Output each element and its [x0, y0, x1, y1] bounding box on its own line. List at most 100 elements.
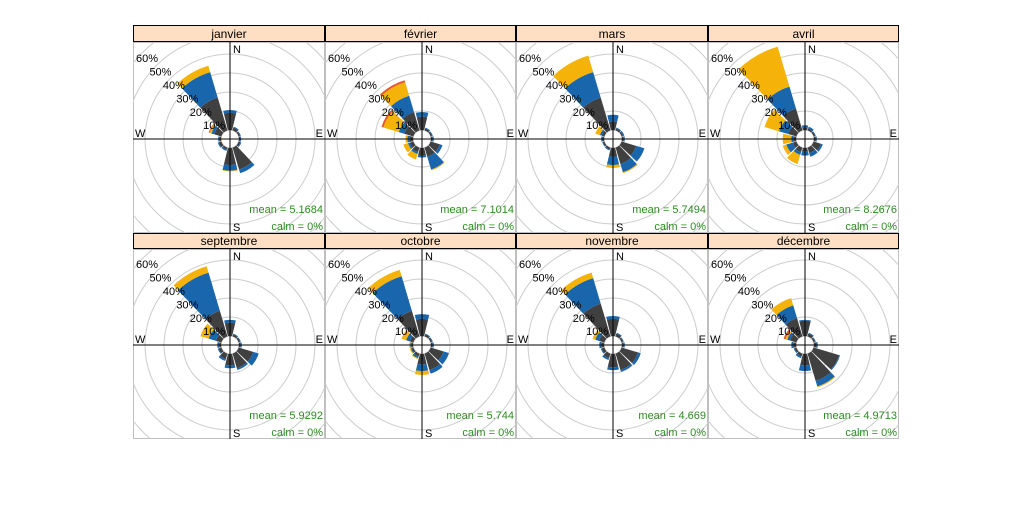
calm-label: calm = 0% — [271, 427, 323, 439]
petal-segment — [605, 145, 611, 150]
petal-segment — [237, 337, 241, 343]
petal-segment — [222, 169, 238, 172]
panel-frame — [133, 249, 325, 439]
compass-w: W — [710, 334, 721, 346]
petal-segment — [218, 347, 224, 354]
compass-e: E — [507, 128, 514, 140]
compass-e: E — [316, 128, 323, 140]
petal-segment — [789, 334, 799, 343]
radial-tick-label: 20% — [382, 107, 404, 119]
strip-label: novembre — [585, 234, 639, 248]
petal-segment — [383, 111, 405, 133]
petal-segment — [764, 109, 786, 132]
petal-segment — [817, 143, 823, 152]
radial-tick-label: 40% — [546, 286, 568, 298]
petal-segment — [236, 141, 241, 147]
petal-segment — [211, 125, 218, 135]
strip-label: septembre — [201, 234, 258, 248]
compass-n: N — [616, 251, 624, 263]
mean-label: mean = 7.1014 — [440, 204, 514, 216]
petal-segment — [812, 337, 816, 343]
compass-e: E — [507, 334, 514, 346]
radial-tick-label: 20% — [190, 107, 212, 119]
compass-w: W — [135, 334, 146, 346]
petal-segment — [602, 354, 610, 361]
petal-segment — [233, 126, 239, 131]
radial-tick-label: 30% — [176, 93, 198, 105]
petal-segment — [601, 347, 607, 354]
petal-segment — [615, 145, 631, 165]
petal-segment — [247, 351, 259, 366]
radial-tick-label: 30% — [559, 299, 581, 311]
petal-segment — [217, 142, 222, 148]
calm-label: calm = 0% — [654, 427, 706, 439]
petal-segment — [409, 336, 416, 343]
petal-segment — [776, 305, 798, 325]
petal-segment — [615, 128, 621, 133]
petal-segment — [796, 351, 803, 357]
petal-segment — [779, 120, 793, 135]
radial-tick-label: 40% — [163, 80, 185, 92]
radial-tick-label: 10% — [395, 326, 417, 338]
petal-segment — [425, 333, 431, 338]
strip-label: février — [404, 27, 437, 41]
radial-tick-label: 40% — [546, 80, 568, 92]
petal-segment — [615, 333, 622, 339]
petal-segment — [602, 141, 607, 147]
petal-segment — [428, 337, 433, 343]
petal-segment — [411, 148, 419, 155]
petal-segment — [620, 363, 633, 372]
petal-segment — [239, 162, 255, 174]
compass-s: S — [616, 428, 623, 440]
mean-label: mean = 5.7494 — [632, 204, 706, 216]
compass-w: W — [710, 128, 721, 140]
mean-label: mean = 5.744 — [446, 410, 514, 422]
petal-segment — [783, 108, 803, 133]
petal-segment — [208, 123, 215, 133]
petal-segment — [620, 157, 637, 173]
petal-segment — [236, 347, 254, 362]
petal-segment — [431, 162, 445, 171]
petal-segment — [600, 348, 605, 354]
radial-tick-label: 10% — [778, 120, 800, 132]
petal-segment — [808, 126, 814, 132]
petal-segment — [232, 334, 238, 339]
radial-tick-label: 60% — [136, 259, 158, 271]
petal-segment — [553, 55, 594, 89]
petal-segment — [214, 127, 224, 137]
petal-segment — [379, 80, 406, 96]
radial-tick-label: 40% — [355, 80, 377, 92]
calm-label: calm = 0% — [845, 221, 897, 233]
compass-w: W — [518, 334, 529, 346]
petal-segment — [424, 145, 435, 157]
compass-s: S — [425, 222, 432, 234]
radial-tick-label: 40% — [163, 286, 185, 298]
panel-frame — [325, 42, 516, 233]
radial-tick-label: 40% — [738, 286, 760, 298]
panel-frame — [708, 42, 899, 233]
petal-segment — [402, 112, 420, 133]
radial-tick-label: 40% — [355, 286, 377, 298]
petal-segment — [429, 131, 433, 137]
strip-label: janvier — [210, 27, 246, 41]
petal-segment — [792, 141, 799, 148]
petal-segment — [381, 82, 410, 107]
petal-segment — [404, 126, 416, 137]
petal-segment — [406, 333, 413, 342]
petal-segment — [409, 141, 416, 148]
petal-segment — [407, 142, 413, 150]
petal-segment — [411, 354, 419, 360]
radial-tick-label: 20% — [573, 313, 595, 325]
petal-segment — [564, 72, 601, 108]
compass-w: W — [327, 334, 338, 346]
petal-segment — [209, 124, 216, 134]
calm-label: calm = 0% — [271, 221, 323, 233]
petal-segment — [619, 131, 624, 137]
petal-segment — [218, 141, 224, 148]
petal-segment — [424, 351, 440, 371]
petal-segment — [412, 145, 420, 153]
petal-segment — [811, 141, 821, 151]
compass-s: S — [616, 222, 623, 234]
